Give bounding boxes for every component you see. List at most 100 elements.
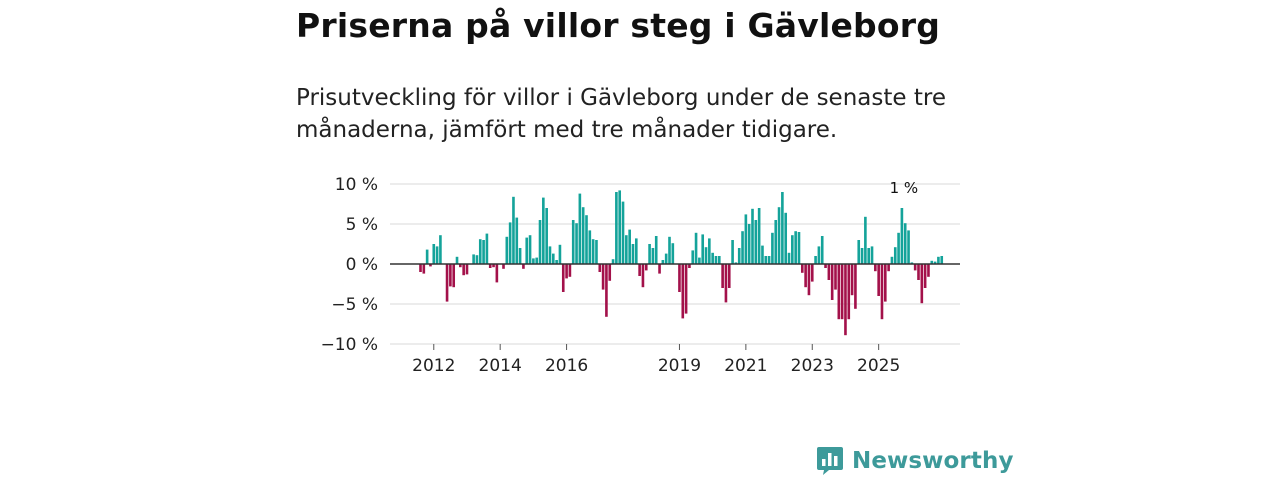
bar-positive — [940, 256, 944, 264]
bar-negative — [807, 264, 811, 296]
bar-positive — [485, 233, 489, 264]
bar-positive — [933, 261, 937, 264]
bar-negative — [465, 264, 469, 275]
bar-positive — [777, 207, 781, 264]
bar-negative — [810, 264, 814, 282]
bar-positive — [439, 235, 442, 264]
bar-positive — [741, 231, 744, 264]
bar-negative — [608, 264, 612, 281]
bar-positive — [528, 235, 532, 264]
bar-positive — [578, 193, 582, 264]
bar-positive — [893, 247, 897, 264]
bar-positive — [615, 192, 618, 264]
bar-negative — [605, 264, 608, 317]
bar-positive — [581, 207, 585, 264]
bar-positive — [651, 248, 655, 264]
y-tick-label: 0 % — [346, 255, 378, 275]
chart-subtitle: Prisutveckling för villor i Gävleborg un… — [296, 85, 946, 143]
bar-positive — [588, 230, 592, 264]
x-tick-label: 2021 — [724, 356, 767, 376]
bar-positive — [575, 223, 578, 264]
bar-negative — [565, 264, 568, 279]
bar-positive — [897, 232, 900, 264]
bar-positive — [767, 256, 771, 264]
bar-positive — [714, 256, 718, 264]
bar-positive — [455, 256, 459, 264]
bar-positive — [937, 256, 940, 264]
bar-positive — [618, 190, 622, 264]
tick-labels: 10 % 5 % 0 % −5 % −10 % 2012 2014 2016 2019 2021 2… — [321, 175, 919, 376]
bar-positive — [857, 240, 861, 264]
x-tick-label: 2023 — [791, 356, 834, 376]
bar-negative — [883, 264, 887, 302]
bar-positive — [744, 214, 748, 264]
bar-positive — [737, 248, 741, 264]
chart-title: Priserna på villor steg i Gävleborg — [296, 6, 941, 45]
bar-negative — [488, 264, 492, 268]
bar-negative — [804, 264, 807, 288]
bar-negative — [429, 264, 432, 267]
bar-chart: 10 % 5 % 0 % −5 % −10 % 2012 2014 2016 2019 2021 2… — [321, 175, 960, 376]
bar-positive — [701, 234, 705, 264]
bar-positive — [625, 235, 628, 264]
bar-negative — [920, 264, 924, 304]
bar-negative — [721, 264, 724, 288]
bar-positive — [668, 236, 671, 264]
bar-positive — [781, 192, 784, 264]
bar-negative — [824, 264, 827, 268]
bar-positive — [864, 216, 867, 264]
bar-positive — [797, 232, 801, 264]
bar-positive — [708, 238, 711, 264]
bar-negative — [678, 264, 681, 292]
bar-positive — [535, 257, 539, 264]
bar-positive — [900, 208, 904, 264]
bar-positive — [907, 230, 910, 264]
bar-positive — [694, 232, 698, 264]
bar-negative — [844, 264, 847, 336]
bar-negative — [522, 264, 525, 269]
bar-positive — [611, 259, 615, 264]
bar-negative — [644, 264, 648, 271]
bar-positive — [621, 201, 625, 264]
bar-negative — [850, 264, 854, 296]
bar-negative — [834, 264, 837, 290]
brand-name: Newsworthy — [852, 448, 1014, 474]
bar-negative — [840, 264, 844, 320]
bar-negative — [492, 264, 495, 268]
bar-negative — [847, 264, 851, 320]
newsworthy-brand[interactable]: Newsworthy — [816, 446, 1014, 476]
bar-positive — [628, 229, 631, 264]
bar-negative — [449, 264, 452, 287]
bar-negative — [684, 264, 688, 314]
bar-positive — [472, 254, 475, 264]
bar-positive — [757, 208, 761, 264]
bar-negative — [854, 264, 857, 309]
bar-positive — [784, 212, 788, 264]
bar-positive — [475, 255, 479, 264]
y-tick-label: −10 % — [321, 335, 378, 355]
bar-positive — [631, 244, 635, 264]
bar-positive — [595, 240, 598, 264]
bar-negative — [658, 264, 661, 274]
bar-negative — [422, 264, 426, 274]
x-tick-label: 2019 — [658, 356, 701, 376]
bar-negative — [568, 264, 572, 277]
bar-negative — [724, 264, 728, 303]
bar-positive — [671, 243, 675, 264]
bar-positive — [545, 208, 548, 264]
y-tick-label: 5 % — [346, 215, 378, 235]
bar-positive — [551, 253, 555, 264]
bar-negative — [887, 264, 890, 272]
bar-series — [419, 190, 944, 336]
bar-positive — [661, 260, 665, 264]
bar-negative — [877, 264, 880, 296]
bar-negative — [830, 264, 834, 300]
bar-negative — [495, 264, 499, 283]
bar-negative — [837, 264, 841, 320]
bar-positive — [435, 246, 439, 264]
newsworthy-logo-icon — [817, 447, 843, 475]
bar-negative — [419, 264, 422, 272]
x-tick-label: 2012 — [412, 356, 455, 376]
bar-positive — [791, 235, 794, 264]
bar-positive — [754, 220, 758, 264]
